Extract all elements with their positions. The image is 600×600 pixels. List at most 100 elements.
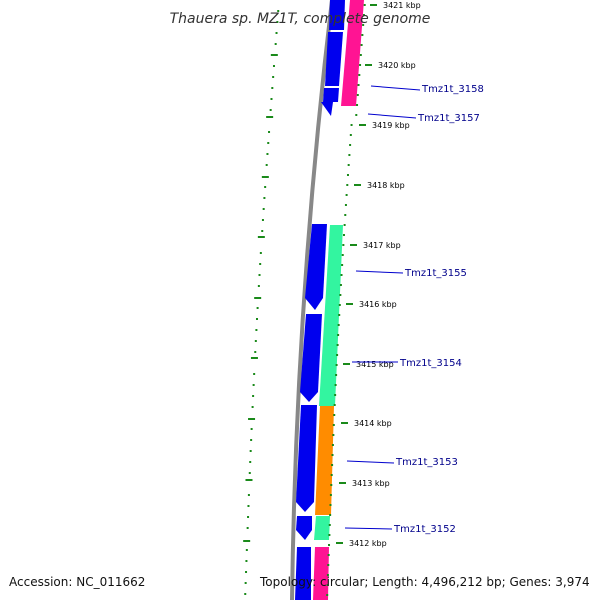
gc-dot [261,219,264,221]
kbp-tick [354,184,361,186]
gc-dot [247,494,250,496]
inner-dot [338,304,341,306]
inner-dot [329,494,332,496]
inner-dot [347,164,350,166]
gc-dot [272,76,275,78]
cds-block [300,314,322,402]
gc-dot [252,395,255,397]
inner-dot [350,124,353,126]
inner-dot [336,344,339,346]
gc-dot [255,329,258,331]
forward-cds-track [295,0,345,600]
inner-dot [339,284,342,286]
gene-label[interactable]: Tmz1t_3153 [395,457,458,468]
reverse-cds-track [313,0,364,600]
inner-dot [331,444,334,446]
feature-magenta [313,547,329,600]
gc-dot [270,98,273,100]
gc-dot [265,164,268,166]
kbp-label: 3421 kbp [383,1,421,10]
inner-dot [349,134,352,136]
kbp-tick [350,244,357,246]
gc-dot [257,285,260,287]
gene-label[interactable]: Tmz1t_3158 [421,84,484,95]
inner-dot [362,14,365,16]
inner-dot [330,474,333,476]
inner-dot [362,24,365,26]
inner-dot [327,564,330,566]
inner-dot [358,74,361,76]
gene-label[interactable]: Tmz1t_3154 [399,358,462,369]
inner-dot [356,104,359,106]
cds-arrow [296,516,312,540]
kbp-label: 3414 kbp [354,419,392,428]
gene-labels: Tmz1t_3158 Tmz1t_3157 Tmz1t_3155 Tmz1t_3154… [344,84,484,535]
gc-dot [247,516,250,518]
inner-dot [331,464,334,466]
gc-dot [253,373,256,375]
inner-gc-track [326,4,366,596]
kbp-tick [343,363,350,365]
gc-dot [268,131,271,133]
gc-dash [257,236,265,238]
inner-dot [346,184,349,186]
gc-dash [243,540,251,542]
gc-dot [259,252,262,254]
kbp-tick [336,542,343,544]
inner-dot [332,424,335,426]
kbp-scale: 3421 kbp 3420 kbp 3419 kbp 3418 kbp 3417 kbp… [336,1,421,548]
kbp-label: 3412 kbp [349,539,387,548]
kbp-label: 3416 kbp [359,300,397,309]
inner-dot [326,574,329,576]
inner-dot [341,254,344,256]
gene-leader-line [355,270,404,274]
gc-dash [261,176,269,178]
kbp-tick [346,303,353,305]
gc-dot [275,32,278,34]
gc-dot [276,21,279,23]
inner-dot [335,374,338,376]
inner-dot [338,314,341,316]
gene-label[interactable]: Tmz1t_3157 [417,113,480,124]
kbp-tick [339,482,346,484]
inner-dot [331,454,334,456]
cds-block [325,32,343,86]
cds-arrow [321,88,339,116]
inner-dot [326,594,329,596]
inner-dot [342,234,345,236]
gc-dot [245,560,248,562]
map-title: Thauera sp. MZ1T, complete genome [170,11,431,27]
inner-dot [333,414,336,416]
inner-dot [328,544,331,546]
gene-label[interactable]: Tmz1t_3155 [404,268,467,279]
gc-dot [247,505,250,507]
gene-leader-line [367,113,417,119]
gc-dot [274,43,277,45]
gc-dot [250,439,253,441]
kbp-label: 3419 kbp [372,121,410,130]
cds-block [305,224,327,310]
kbp-label: 3418 kbp [367,181,405,190]
feature-aquamarine [314,516,330,540]
gc-dot [250,428,253,430]
inner-dot [329,504,332,506]
gc-skew-track [243,54,278,542]
inner-dot [339,294,342,296]
inner-dot [327,554,330,556]
inner-dot [342,244,345,246]
gc-dot [249,450,252,452]
inner-dot [334,384,337,386]
feature-magenta [341,0,364,106]
inner-dot [337,324,340,326]
gene-label[interactable]: Tmz1t_3152 [393,524,456,535]
gc-dot [263,197,266,199]
inner-dot [361,34,364,36]
inner-dot [334,394,337,396]
feature-orange [315,406,334,515]
kbp-label: 3413 kbp [352,479,390,488]
gc-dot [246,527,249,529]
gc-dot [251,406,254,408]
cds-block [329,0,345,30]
inner-dot [332,434,335,436]
